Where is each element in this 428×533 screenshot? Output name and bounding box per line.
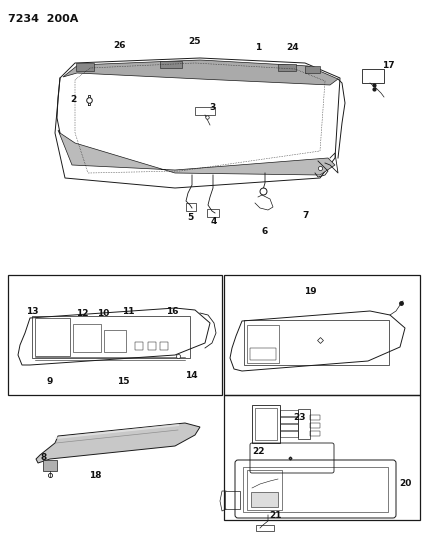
Text: 25: 25	[189, 36, 201, 45]
Bar	[256, 525, 274, 531]
Text: 3: 3	[210, 103, 216, 112]
Text: 15: 15	[117, 376, 129, 385]
Text: 13: 13	[26, 306, 38, 316]
Bar	[280, 417, 298, 423]
Text: 4: 4	[211, 216, 217, 225]
Text: 2: 2	[70, 95, 76, 104]
Text: 7: 7	[303, 211, 309, 220]
Bar	[280, 410, 298, 416]
Bar	[298, 409, 310, 439]
Bar	[104, 330, 126, 352]
Text: 7234  200A: 7234 200A	[8, 14, 78, 24]
Text: 10: 10	[97, 309, 109, 318]
Bar	[278, 64, 296, 71]
Bar	[32, 316, 190, 358]
Bar	[195, 107, 215, 115]
Text: 23: 23	[294, 414, 306, 423]
Bar	[250, 348, 276, 360]
Text: 8: 8	[41, 454, 47, 463]
Bar	[224, 275, 420, 395]
Bar	[35, 318, 70, 356]
Bar	[252, 405, 280, 443]
Bar	[310, 431, 320, 436]
Bar	[135, 342, 143, 350]
Bar	[148, 342, 156, 350]
Text: 21: 21	[270, 511, 282, 520]
Text: 1: 1	[255, 43, 261, 52]
Text: 5: 5	[187, 213, 193, 222]
Bar	[225, 491, 240, 509]
Text: 17: 17	[382, 61, 394, 69]
Text: 16: 16	[166, 306, 178, 316]
Bar	[76, 63, 94, 71]
Bar	[362, 69, 384, 83]
Bar	[207, 209, 219, 217]
Bar	[160, 61, 182, 68]
Bar	[251, 492, 278, 507]
Text: 24: 24	[287, 44, 299, 52]
Text: 9: 9	[47, 376, 53, 385]
Text: 19: 19	[304, 287, 316, 295]
Text: 6: 6	[262, 227, 268, 236]
Text: 26: 26	[114, 41, 126, 50]
Text: 18: 18	[89, 471, 101, 480]
Bar	[186, 203, 196, 211]
Bar	[160, 342, 168, 350]
Bar	[310, 415, 320, 420]
Bar	[247, 470, 282, 510]
Bar	[305, 66, 320, 73]
Polygon shape	[63, 60, 338, 85]
Text: 22: 22	[253, 447, 265, 456]
Bar	[280, 424, 298, 430]
Polygon shape	[58, 130, 335, 175]
Text: 12: 12	[76, 309, 88, 318]
Bar	[43, 460, 57, 471]
Bar	[244, 320, 389, 365]
Text: 20: 20	[399, 479, 411, 488]
Polygon shape	[36, 423, 200, 463]
Bar	[8, 275, 222, 395]
Bar	[224, 395, 420, 520]
Bar	[243, 467, 388, 512]
Bar	[310, 423, 320, 428]
Bar	[255, 408, 277, 440]
Bar	[73, 324, 101, 352]
Bar	[280, 431, 298, 437]
Text: 11: 11	[122, 306, 134, 316]
Bar	[247, 325, 279, 363]
Text: 14: 14	[185, 370, 197, 379]
